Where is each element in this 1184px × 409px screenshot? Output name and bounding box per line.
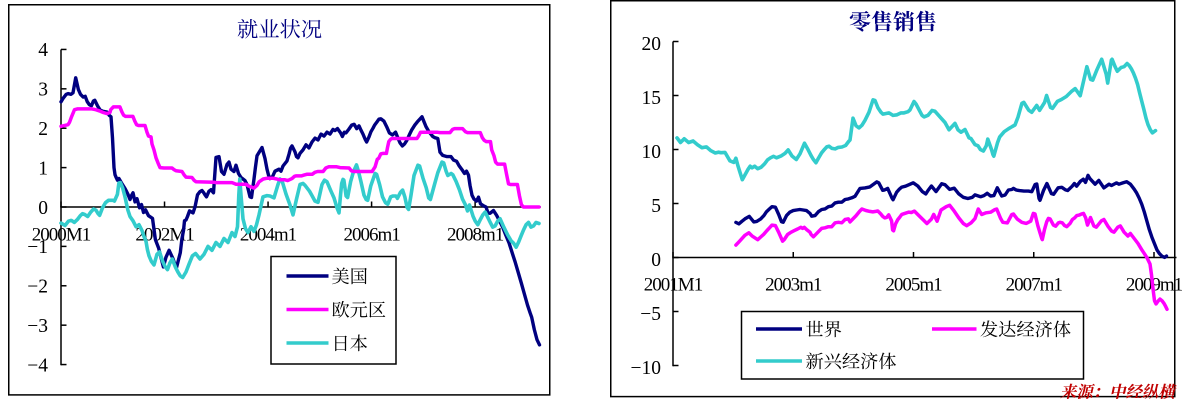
svg-text:2003m1: 2003m1 [765, 274, 822, 295]
svg-text:−3: −3 [27, 316, 48, 337]
svg-text:−2: −2 [27, 277, 48, 298]
svg-text:2009m1: 2009m1 [1126, 274, 1183, 295]
svg-text:2005m1: 2005m1 [885, 274, 942, 295]
svg-text:−1: −1 [27, 237, 48, 258]
svg-text:2000M1: 2000M1 [32, 225, 91, 246]
svg-text:2001M1: 2001M1 [644, 274, 703, 295]
svg-text:10: 10 [642, 142, 662, 163]
svg-text:2007m1: 2007m1 [1006, 274, 1063, 295]
svg-text:2006m1: 2006m1 [343, 225, 400, 246]
svg-text:0: 0 [38, 198, 48, 219]
svg-text:2008m1: 2008m1 [447, 225, 504, 246]
svg-text:−10: −10 [631, 358, 662, 379]
svg-text:5: 5 [651, 196, 661, 217]
svg-text:0: 0 [651, 250, 661, 271]
svg-text:−5: −5 [640, 304, 661, 325]
svg-text:2004m1: 2004m1 [240, 225, 297, 246]
svg-text:1: 1 [38, 158, 48, 179]
svg-text:4: 4 [38, 40, 48, 61]
svg-text:2: 2 [38, 119, 48, 140]
svg-text:−4: −4 [27, 355, 48, 376]
svg-text:3: 3 [38, 80, 48, 101]
svg-text:20: 20 [642, 34, 662, 55]
svg-text:15: 15 [642, 88, 662, 109]
